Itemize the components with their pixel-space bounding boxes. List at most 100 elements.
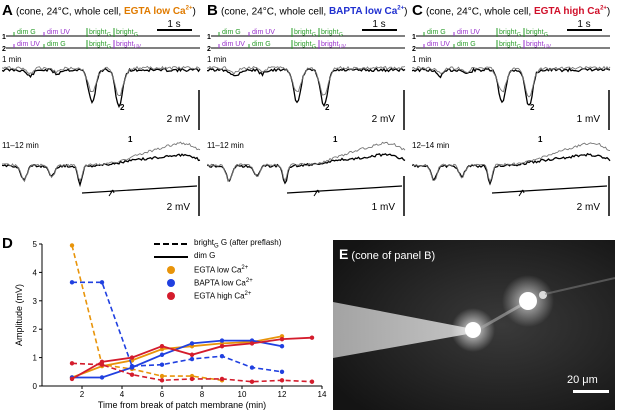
y-axis-label: Amplitude (mV) — [14, 284, 24, 346]
stim-label: bright — [116, 29, 134, 36]
microscope-image: E (cone of panel B) 20 μm — [333, 240, 615, 410]
voltage-scale-top: 1 mV — [577, 114, 601, 125]
cone-micrograph — [333, 240, 615, 410]
data-point — [309, 379, 315, 384]
trace-label-1: 1 — [128, 135, 133, 144]
stim-label: dim G — [427, 29, 446, 36]
panel-title: (cone, 24°C, whole cell, BAPTA low Ca2+) — [221, 6, 408, 18]
series-line — [71, 245, 223, 382]
panel-title: (cone, 24°C, whole cell, EGTA high Ca2+) — [426, 6, 611, 18]
y-tick-label: 2 — [33, 325, 38, 334]
series-line — [72, 281, 283, 373]
stim-label: bright — [499, 41, 517, 48]
time-scale-label: 1 s — [167, 19, 180, 30]
data-point — [219, 338, 225, 343]
x-tick-label: 12 — [278, 390, 287, 399]
stim-label: bright — [321, 29, 339, 36]
panel-a-label: A — [2, 2, 13, 19]
stim-sub: G — [339, 32, 343, 38]
data-point — [159, 373, 165, 379]
trace-label-2: 2 — [120, 103, 125, 112]
stim-label: bright — [526, 29, 544, 36]
stim-sub: UV — [134, 44, 142, 50]
stim-row-number: 2 — [2, 46, 6, 53]
data-point — [99, 362, 105, 367]
data-point — [69, 376, 75, 382]
y-tick-label: 1 — [33, 354, 38, 363]
scalebar-label: 20 μm — [567, 374, 598, 386]
stim-label: dim G — [47, 41, 66, 48]
legend-label: BAPTA low Ca2+ — [194, 278, 253, 288]
data-point — [279, 378, 285, 383]
panel-c-label: C — [412, 2, 423, 19]
trace-time-bottom: 11–12 min — [2, 141, 39, 150]
stim-sub: G — [517, 44, 521, 50]
stim-sub: G — [312, 32, 316, 38]
y-tick-label: 4 — [33, 268, 38, 277]
y-tick-label: 0 — [33, 382, 38, 391]
stim-row-number: 1 — [412, 34, 416, 41]
panel-b-label: B — [207, 2, 218, 19]
stim-label: bright — [526, 41, 544, 48]
y-tick-label: 5 — [33, 240, 38, 249]
x-tick-label: 4 — [120, 390, 125, 399]
stim-row-number: 2 — [412, 46, 416, 53]
legend-label: EGTA low Ca2+ — [194, 265, 249, 275]
panel-d-label: D — [2, 235, 13, 252]
data-point — [129, 363, 135, 369]
stim-label: bright — [89, 41, 107, 48]
trace-label-1: 1 — [538, 135, 543, 144]
panel-title: (cone, 24°C, whole cell, EGTA low Ca2+) — [16, 6, 196, 18]
data-point — [189, 352, 195, 357]
x-tick-label: 2 — [80, 390, 85, 399]
data-point — [249, 379, 255, 384]
trace-time-top: 1 min — [2, 55, 22, 64]
trace-time-bottom: 12–14 min — [412, 141, 449, 150]
panel-e-label: E (cone of panel B) — [339, 246, 436, 262]
stim-label: bright — [321, 41, 339, 48]
data-point — [69, 243, 75, 248]
stim-label: dim G — [222, 29, 241, 36]
stim-label: dim UV — [252, 29, 275, 36]
y-tick-label: 3 — [33, 297, 38, 306]
legend-marker — [167, 279, 175, 287]
stim-label: dim UV — [47, 29, 70, 36]
stim-sub: G — [517, 32, 521, 38]
voltage-scale-top: 2 mV — [372, 114, 396, 125]
data-point — [219, 376, 225, 382]
trace-time-top: 1 min — [412, 55, 432, 64]
stim-sub: UV — [339, 44, 347, 50]
data-point — [99, 375, 105, 380]
stim-row-number: 1 — [2, 34, 6, 41]
x-tick-label: 10 — [238, 390, 247, 399]
data-point — [189, 341, 195, 346]
stim-sub: G — [312, 44, 316, 50]
scalebar — [573, 390, 609, 393]
data-point — [189, 376, 195, 382]
data-point — [249, 341, 255, 346]
stim-label: dim G — [252, 41, 271, 48]
time-scale-label: 1 s — [372, 19, 385, 30]
stim-label: bright — [294, 29, 312, 36]
data-point — [249, 365, 255, 370]
legend-dashed-text: bright — [194, 238, 215, 247]
trace-time-bottom: 11–12 min — [207, 141, 244, 150]
data-point — [69, 280, 75, 285]
stim-label: dim UV — [222, 41, 245, 48]
trace-time-top: 1 min — [207, 55, 227, 64]
stim-sub: G — [107, 32, 111, 38]
data-point — [309, 335, 315, 340]
trace-label-2: 2 — [530, 103, 535, 112]
x-axis-label: Time from break of patch membrane (min) — [98, 400, 266, 410]
stim-label: dim UV — [457, 29, 480, 36]
data-point — [189, 356, 195, 362]
stim-sub: G — [134, 32, 138, 38]
data-point — [99, 280, 105, 285]
data-point — [219, 344, 225, 349]
time-scale-label: 1 s — [577, 19, 590, 30]
data-point — [219, 353, 225, 359]
